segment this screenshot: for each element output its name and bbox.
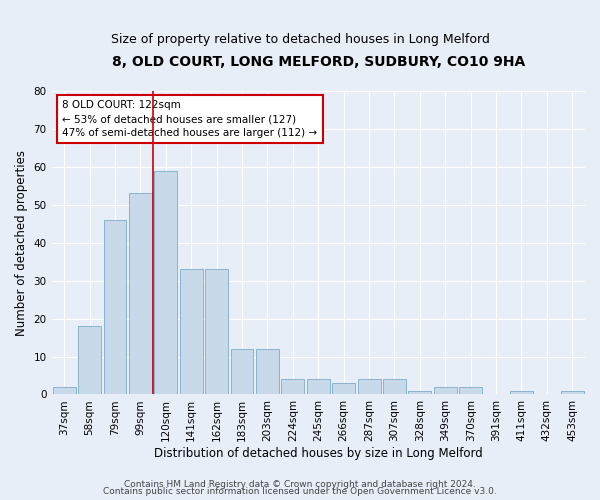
Text: Contains HM Land Registry data © Crown copyright and database right 2024.: Contains HM Land Registry data © Crown c… bbox=[124, 480, 476, 489]
Y-axis label: Number of detached properties: Number of detached properties bbox=[15, 150, 28, 336]
Bar bbox=[230, 349, 253, 395]
Bar bbox=[129, 194, 152, 394]
Bar bbox=[180, 270, 203, 394]
Title: 8, OLD COURT, LONG MELFORD, SUDBURY, CO10 9HA: 8, OLD COURT, LONG MELFORD, SUDBURY, CO1… bbox=[112, 55, 525, 69]
Bar bbox=[434, 387, 457, 394]
Bar bbox=[332, 383, 355, 394]
Bar bbox=[510, 390, 533, 394]
X-axis label: Distribution of detached houses by size in Long Melford: Distribution of detached houses by size … bbox=[154, 447, 482, 460]
Bar bbox=[53, 387, 76, 394]
Bar bbox=[409, 390, 431, 394]
Bar bbox=[383, 380, 406, 394]
Bar bbox=[459, 387, 482, 394]
Bar bbox=[307, 380, 330, 394]
Bar bbox=[78, 326, 101, 394]
Bar bbox=[281, 380, 304, 394]
Text: Size of property relative to detached houses in Long Melford: Size of property relative to detached ho… bbox=[110, 32, 490, 46]
Bar bbox=[104, 220, 127, 394]
Bar bbox=[561, 390, 584, 394]
Bar bbox=[154, 170, 177, 394]
Text: 8 OLD COURT: 122sqm
← 53% of detached houses are smaller (127)
47% of semi-detac: 8 OLD COURT: 122sqm ← 53% of detached ho… bbox=[62, 100, 317, 138]
Bar bbox=[358, 380, 380, 394]
Text: Contains public sector information licensed under the Open Government Licence v3: Contains public sector information licen… bbox=[103, 487, 497, 496]
Bar bbox=[256, 349, 279, 395]
Bar bbox=[205, 270, 228, 394]
